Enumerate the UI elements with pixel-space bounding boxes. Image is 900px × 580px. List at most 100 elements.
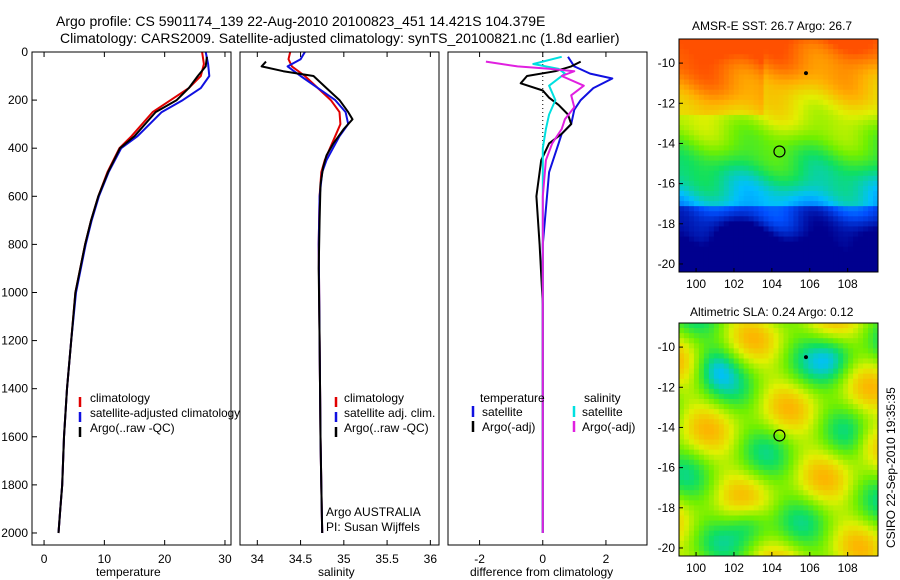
heatmap-cell — [683, 363, 690, 369]
heatmap-cell — [703, 241, 710, 248]
heatmap-cell — [818, 251, 824, 258]
heatmap-cell — [813, 439, 819, 445]
heatmap-cell — [838, 495, 844, 501]
heatmap-cell — [853, 125, 859, 131]
heatmap-cell — [813, 64, 819, 70]
heatmap-cell — [763, 89, 769, 96]
heatmap-cell — [808, 84, 814, 91]
heatmap-cell — [833, 469, 839, 476]
heatmap-cell — [863, 135, 869, 141]
heatmap-cell — [823, 44, 829, 50]
heatmap-cell — [813, 69, 819, 75]
heatmap-cell — [783, 241, 789, 248]
heatmap-cell — [708, 190, 715, 197]
heatmap-cell — [858, 358, 864, 364]
heatmap-cell — [843, 140, 849, 146]
heatmap-cell — [813, 373, 819, 380]
heatmap-cell — [833, 246, 839, 253]
heatmap-cell — [798, 180, 804, 187]
heatmap-cell — [753, 185, 760, 192]
heatmap-cell — [708, 104, 715, 111]
heatmap-cell — [763, 495, 769, 501]
heatmap-cell — [768, 140, 774, 146]
heatmap-cell — [853, 414, 859, 420]
heatmap-cell — [738, 459, 745, 466]
heatmap-cell — [873, 500, 879, 506]
x-tick-label: 106 — [800, 561, 820, 575]
heatmap-cell — [703, 175, 710, 182]
heatmap-cell — [798, 130, 804, 136]
heatmap-cell — [763, 114, 769, 121]
heatmap-cell — [803, 459, 809, 466]
heatmap-cell — [723, 333, 730, 339]
heatmap-cell — [698, 59, 705, 65]
heatmap-cell — [718, 170, 725, 177]
heatmap-cell — [778, 495, 784, 501]
heatmap-cell — [833, 266, 839, 273]
heatmap-cell — [768, 135, 774, 141]
heatmap-cell — [808, 439, 814, 445]
heatmap-cell — [823, 459, 829, 466]
heatmap-cell — [753, 135, 760, 141]
heatmap-cell — [763, 490, 769, 496]
heatmap-cell — [873, 449, 879, 456]
x-tick-label: 108 — [838, 277, 858, 291]
heatmap-cell — [693, 246, 700, 253]
heatmap-cell — [748, 99, 755, 106]
heatmap-cell — [718, 505, 725, 511]
heatmap-cell — [838, 439, 844, 445]
heatmap-cell — [793, 44, 799, 50]
heatmap-cell — [698, 393, 705, 400]
heatmap-cell — [728, 196, 735, 202]
heatmap-cell — [758, 104, 764, 111]
heatmap-cell — [708, 241, 715, 248]
heatmap-cell — [758, 135, 764, 141]
heatmap-cell — [758, 328, 764, 334]
heatmap-cell — [763, 165, 769, 172]
heatmap-cell — [773, 241, 779, 248]
heatmap-cell — [679, 434, 685, 440]
x-tick-label: 34.5 — [289, 552, 313, 566]
heatmap-cell — [783, 459, 789, 466]
heatmap-cell — [838, 94, 844, 101]
heatmap-cell — [858, 109, 864, 116]
heatmap-cell — [748, 211, 755, 217]
heatmap-cell — [679, 363, 685, 369]
heatmap-cell — [848, 439, 854, 445]
heatmap-cell — [788, 125, 794, 131]
heatmap-cell — [748, 175, 755, 182]
heatmap-cell — [698, 246, 705, 253]
heatmap-cell — [828, 241, 834, 248]
heatmap-cell — [743, 180, 750, 187]
heatmap-cell — [758, 368, 764, 375]
heatmap-cell — [798, 419, 804, 425]
heatmap-cell — [823, 79, 829, 85]
heatmap-cell — [858, 175, 864, 182]
heatmap-cell — [728, 120, 735, 126]
heatmap-cell — [763, 231, 769, 237]
heatmap-cell — [698, 368, 705, 375]
heatmap-cell — [793, 338, 799, 344]
heatmap-cell — [873, 74, 879, 80]
heatmap-cell — [798, 515, 804, 521]
heatmap-cell — [808, 388, 814, 395]
heatmap-cell — [733, 434, 740, 440]
heatmap-cell — [679, 114, 685, 121]
heatmap-cell — [679, 343, 685, 349]
heatmap-cell — [763, 429, 769, 435]
heatmap-cell — [768, 246, 774, 253]
heatmap-cell — [778, 409, 784, 415]
heatmap-cell — [713, 449, 720, 456]
heatmap-cell — [808, 530, 814, 537]
heatmap-cell — [838, 59, 844, 65]
heatmap-cell — [708, 130, 715, 136]
heatmap-cell — [858, 414, 864, 420]
heatmap-cell — [808, 64, 814, 70]
heatmap-cell — [813, 74, 819, 80]
heatmap-cell — [803, 495, 809, 501]
heatmap-cell — [693, 99, 700, 106]
heatmap-cell — [698, 383, 705, 390]
heatmap-cell — [873, 266, 879, 273]
heatmap-cell — [723, 74, 730, 80]
heatmap-cell — [838, 368, 844, 375]
